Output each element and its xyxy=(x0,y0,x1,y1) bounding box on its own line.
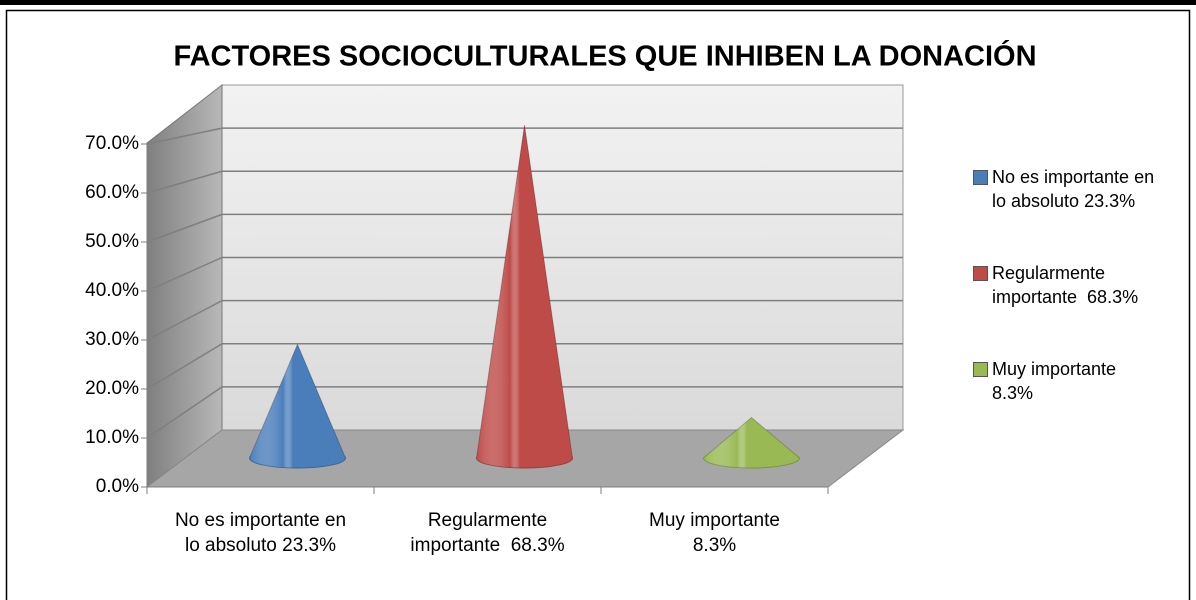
legend-swatch xyxy=(973,170,988,185)
legend-swatch xyxy=(973,266,988,281)
top-border xyxy=(0,0,1196,5)
cone-shade xyxy=(475,124,574,469)
grid-line xyxy=(146,256,223,292)
grid-line xyxy=(146,127,223,145)
x-tick-label: Muy importante 8.3% xyxy=(649,510,786,556)
y-tick-label: 40.0% xyxy=(85,280,139,301)
chart-title: FACTORES SOCIOCULTURALES QUE INHIBEN LA … xyxy=(173,39,1036,73)
legend-label: Regularmente importante 68.3% xyxy=(992,263,1139,307)
frame xyxy=(5,9,1191,600)
y-tick-label: 10.0% xyxy=(85,427,139,448)
x-tick-label: Regularmente importante 68.3% xyxy=(410,510,565,556)
grid-line xyxy=(146,343,223,390)
y-tick-label: 20.0% xyxy=(85,378,139,399)
legend-swatch xyxy=(973,362,988,377)
cone-shade xyxy=(702,416,801,469)
x-tick-label: No es importante en lo absoluto 23.3% xyxy=(174,510,352,556)
grid-line xyxy=(146,299,223,341)
cone-shade xyxy=(248,343,347,469)
legend-label: Muy importante 8.3% xyxy=(992,359,1122,403)
y-tick-label: 70.0% xyxy=(85,133,139,154)
y-tick-label: 0.0% xyxy=(96,476,139,497)
y-tick-label: 60.0% xyxy=(85,182,139,203)
grid-line xyxy=(146,213,223,243)
legend-label: No es importante en lo absoluto 23.3% xyxy=(992,167,1160,211)
grid-line xyxy=(146,386,223,439)
y-tick-label: 50.0% xyxy=(85,231,139,252)
grid-line xyxy=(146,170,223,194)
y-tick-label: 30.0% xyxy=(85,329,139,350)
